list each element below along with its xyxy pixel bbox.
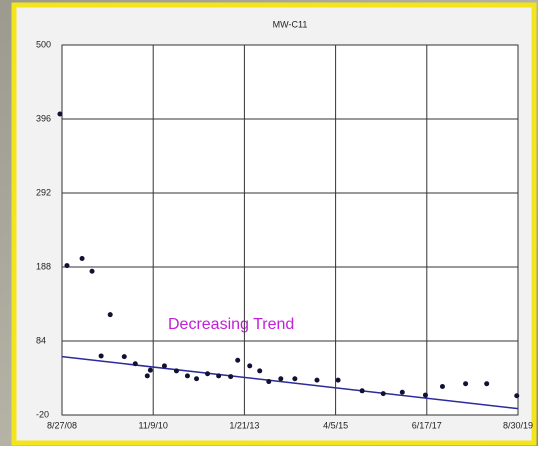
x-tick-label: 6/17/17 (412, 420, 442, 430)
data-point (514, 393, 519, 398)
annotation: Decreasing Trend (168, 316, 294, 333)
data-point (228, 374, 233, 379)
data-point (292, 376, 297, 381)
data-point (194, 376, 199, 381)
data-point (145, 373, 150, 378)
data-point (80, 256, 85, 261)
x-tick-label: 8/30/19 (503, 420, 533, 430)
data-point (257, 368, 262, 373)
data-point (423, 393, 428, 398)
data-point (122, 354, 127, 359)
data-point (174, 368, 179, 373)
data-point (64, 263, 69, 268)
data-point (108, 312, 113, 317)
data-point (247, 363, 252, 368)
data-point (314, 378, 319, 383)
data-point (148, 368, 153, 373)
data-point (266, 379, 271, 384)
y-tick-label: 500 (36, 39, 51, 49)
chart: MW-C11 Decreasing Trend -20 84 188 292 396 50… (0, 0, 538, 446)
data-point (336, 378, 341, 383)
x-tick-label: 8/27/08 (47, 420, 77, 430)
data-point (133, 361, 138, 366)
data-point (162, 363, 167, 368)
x-tick-label: 11/9/10 (139, 420, 168, 430)
data-point (440, 384, 445, 389)
data-point (57, 112, 62, 117)
data-point (235, 358, 240, 363)
x-tick-label: 4/5/15 (323, 420, 348, 430)
plot-area (62, 45, 518, 415)
y-tick-label: 188 (36, 261, 51, 271)
data-point (400, 390, 405, 395)
y-tick-label: 84 (36, 335, 46, 345)
data-point (205, 371, 210, 376)
data-point (216, 373, 221, 378)
data-point (381, 391, 386, 396)
data-point (463, 381, 468, 386)
data-point (90, 269, 95, 274)
data-point (278, 376, 283, 381)
chart-title: MW-C11 (273, 19, 308, 29)
y-tick-label: 292 (36, 187, 51, 197)
data-point (484, 381, 489, 386)
y-tick-label: 396 (36, 113, 51, 123)
data-point (99, 353, 104, 358)
data-point (185, 373, 190, 378)
x-tick-label: 1/21/13 (229, 420, 259, 430)
y-tick-label: -20 (36, 409, 49, 419)
data-point (360, 388, 365, 393)
